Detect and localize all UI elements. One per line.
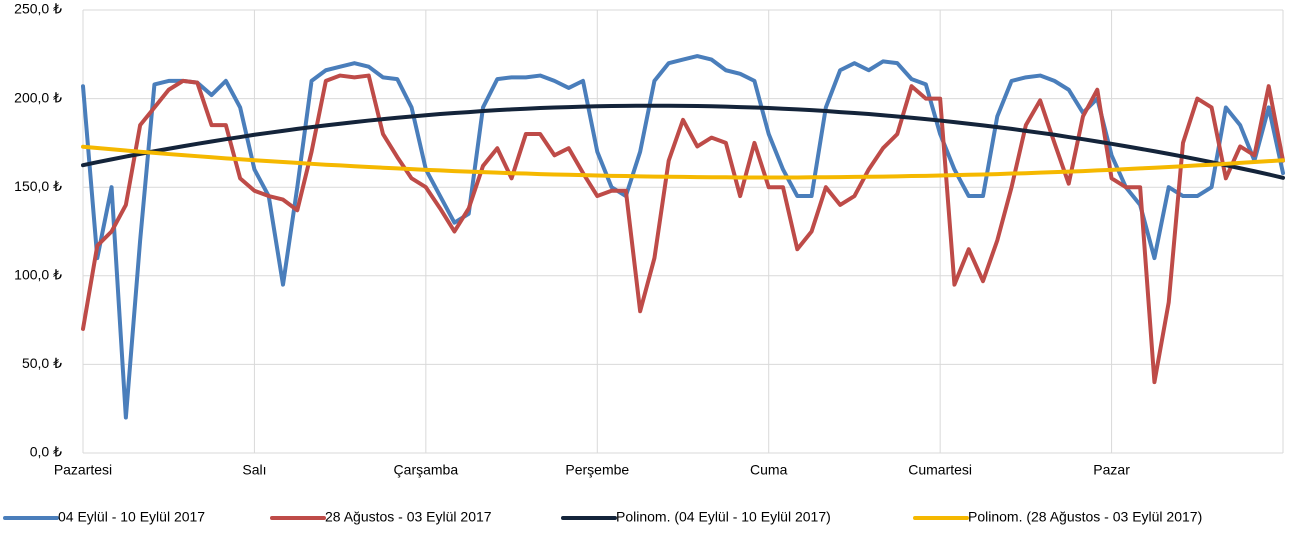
- y-tick-label: 200,0 ₺: [14, 89, 62, 105]
- legend-label: Polinom. (28 Ağustos - 03 Eylül 2017): [968, 509, 1202, 525]
- x-tick-label: Çarşamba: [394, 462, 459, 478]
- x-tick-label: Salı: [242, 462, 266, 478]
- series-line: [81, 73, 1285, 385]
- y-tick-label: 150,0 ₺: [14, 178, 62, 194]
- y-tick-label: 0,0 ₺: [30, 444, 62, 460]
- legend-label: 04 Eylül - 10 Eylül 2017: [58, 509, 205, 525]
- series-line: [81, 103, 1285, 180]
- legend-label: 28 Ağustos - 03 Eylül 2017: [325, 509, 492, 525]
- x-tick-label: Cuma: [750, 462, 788, 478]
- y-tick-label: 50,0 ₺: [22, 355, 62, 371]
- x-tick-label: Perşembe: [565, 462, 629, 478]
- x-tick-label: Pazar: [1093, 462, 1130, 478]
- legend-label: Polinom. (04 Eylül - 10 Eylül 2017): [616, 509, 831, 525]
- x-tick-label: Pazartesi: [54, 462, 112, 478]
- y-tick-label: 100,0 ₺: [14, 267, 62, 283]
- series-line: [81, 54, 1285, 420]
- series-line: [81, 144, 1285, 180]
- x-tick-label: Cumartesi: [908, 462, 972, 478]
- y-tick-label: 250,0 ₺: [14, 1, 62, 17]
